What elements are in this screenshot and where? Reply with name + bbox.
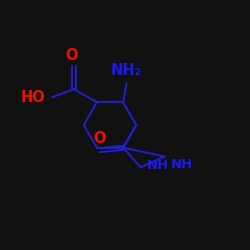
Text: HO: HO (21, 90, 46, 105)
Text: O: O (66, 48, 78, 62)
Text: NH: NH (147, 160, 169, 172)
Text: NH: NH (171, 158, 193, 171)
Text: O: O (94, 131, 106, 146)
Text: NH₂: NH₂ (111, 64, 142, 78)
